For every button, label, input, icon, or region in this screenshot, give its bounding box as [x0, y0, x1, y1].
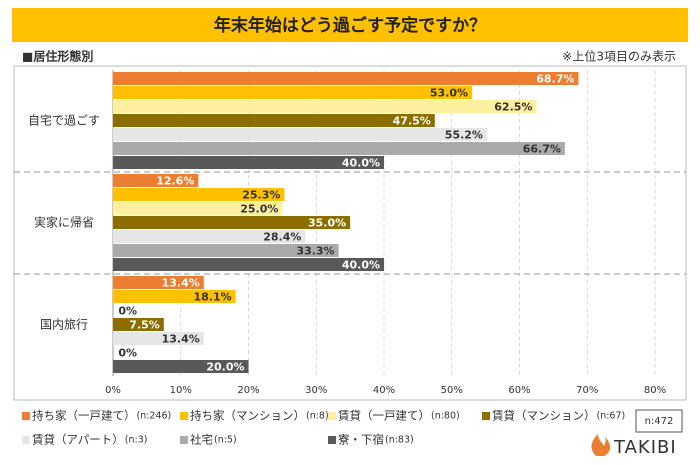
legend-label: 社宅	[190, 433, 213, 447]
bar	[113, 202, 283, 215]
value-label: 40.0%	[342, 259, 380, 272]
value-label: 62.5%	[494, 101, 532, 114]
subtitle: ■居住形態別	[22, 49, 93, 64]
legend-marker	[180, 412, 188, 420]
bar	[113, 72, 579, 85]
value-label: 53.0%	[430, 87, 468, 100]
bar	[113, 100, 537, 113]
n-box	[635, 409, 683, 433]
x-tick-label: 70%	[576, 385, 598, 396]
x-tick-label: 20%	[237, 385, 259, 396]
bar	[113, 230, 306, 243]
bar	[113, 156, 384, 169]
legend-marker	[482, 412, 490, 420]
value-label: 7.5%	[129, 319, 160, 332]
frame	[13, 65, 687, 401]
bar	[113, 114, 435, 127]
value-label: 13.4%	[162, 277, 200, 290]
value-label: 28.4%	[263, 231, 301, 244]
legend-label: 賃貸（アパート）	[32, 433, 124, 447]
bar	[113, 216, 351, 229]
value-label: 0%	[118, 305, 137, 318]
bar	[113, 360, 249, 373]
x-tick-label: 60%	[508, 385, 530, 396]
value-label: 20.0%	[206, 361, 244, 374]
x-tick-label: 0%	[105, 385, 121, 396]
bar	[113, 142, 565, 155]
category-label: 自宅で過ごす	[28, 113, 100, 128]
legend-label: 賃貸（マンション）	[492, 409, 596, 423]
value-label: 68.7%	[536, 73, 574, 86]
x-tick-label: 80%	[644, 385, 666, 396]
logo-flame	[591, 434, 611, 456]
x-tick-label: 40%	[373, 385, 395, 396]
value-label: 12.6%	[156, 175, 194, 188]
legend-marker	[22, 412, 30, 420]
legend-label: 持ち家（マンション）	[190, 409, 305, 423]
legend-marker	[328, 436, 336, 444]
legend-marker	[22, 436, 30, 444]
value-label: 0%	[118, 347, 137, 360]
value-label: 35.0%	[308, 217, 346, 230]
legend-label: 賃貸（一戸建て）	[338, 409, 430, 423]
legend-n: (n:3)	[125, 435, 148, 446]
value-label: 55.2%	[445, 129, 483, 142]
bar	[113, 332, 204, 345]
value-label: 66.7%	[523, 143, 561, 156]
value-label: 33.3%	[296, 245, 334, 258]
category-label: 国内旅行	[40, 318, 88, 332]
legend-n: (n:5)	[214, 435, 237, 446]
legend-n: (n:67)	[597, 411, 626, 422]
bar	[113, 86, 473, 99]
value-label: 25.0%	[240, 203, 278, 216]
category-label: 実家に帰省	[34, 215, 94, 230]
value-label: 40.0%	[342, 157, 380, 170]
legend-marker	[180, 436, 188, 444]
legend-label: 持ち家（一戸建て）	[32, 409, 136, 423]
bar	[113, 244, 339, 257]
bar	[113, 318, 164, 331]
value-label: 13.4%	[162, 333, 200, 346]
bar	[113, 174, 199, 187]
value-label: 25.3%	[242, 189, 280, 202]
chart-title: 年末年始はどう過ごす予定ですか？	[214, 15, 486, 36]
legend-n: (n:83)	[385, 435, 414, 446]
note: ※上位3項目のみ表示	[562, 49, 676, 64]
bar	[113, 128, 487, 141]
title-band	[12, 8, 688, 42]
legend-n: (n:8)	[306, 411, 329, 422]
legend-n: (n:80)	[431, 411, 460, 422]
logo-text: TAKIBI	[613, 437, 677, 458]
x-tick-label: 10%	[170, 385, 192, 396]
x-tick-label: 50%	[441, 385, 463, 396]
x-tick-label: 30%	[305, 385, 327, 396]
legend-n: (n:246)	[137, 411, 172, 422]
bar	[113, 276, 204, 289]
bar	[113, 258, 384, 271]
legend-label: 寮・下宿	[338, 433, 384, 447]
total-n: n:472	[645, 416, 674, 427]
value-label: 18.1%	[193, 291, 231, 304]
bar	[113, 290, 236, 303]
value-label: 47.5%	[393, 115, 431, 128]
bar	[113, 188, 285, 201]
legend-marker	[328, 412, 336, 420]
